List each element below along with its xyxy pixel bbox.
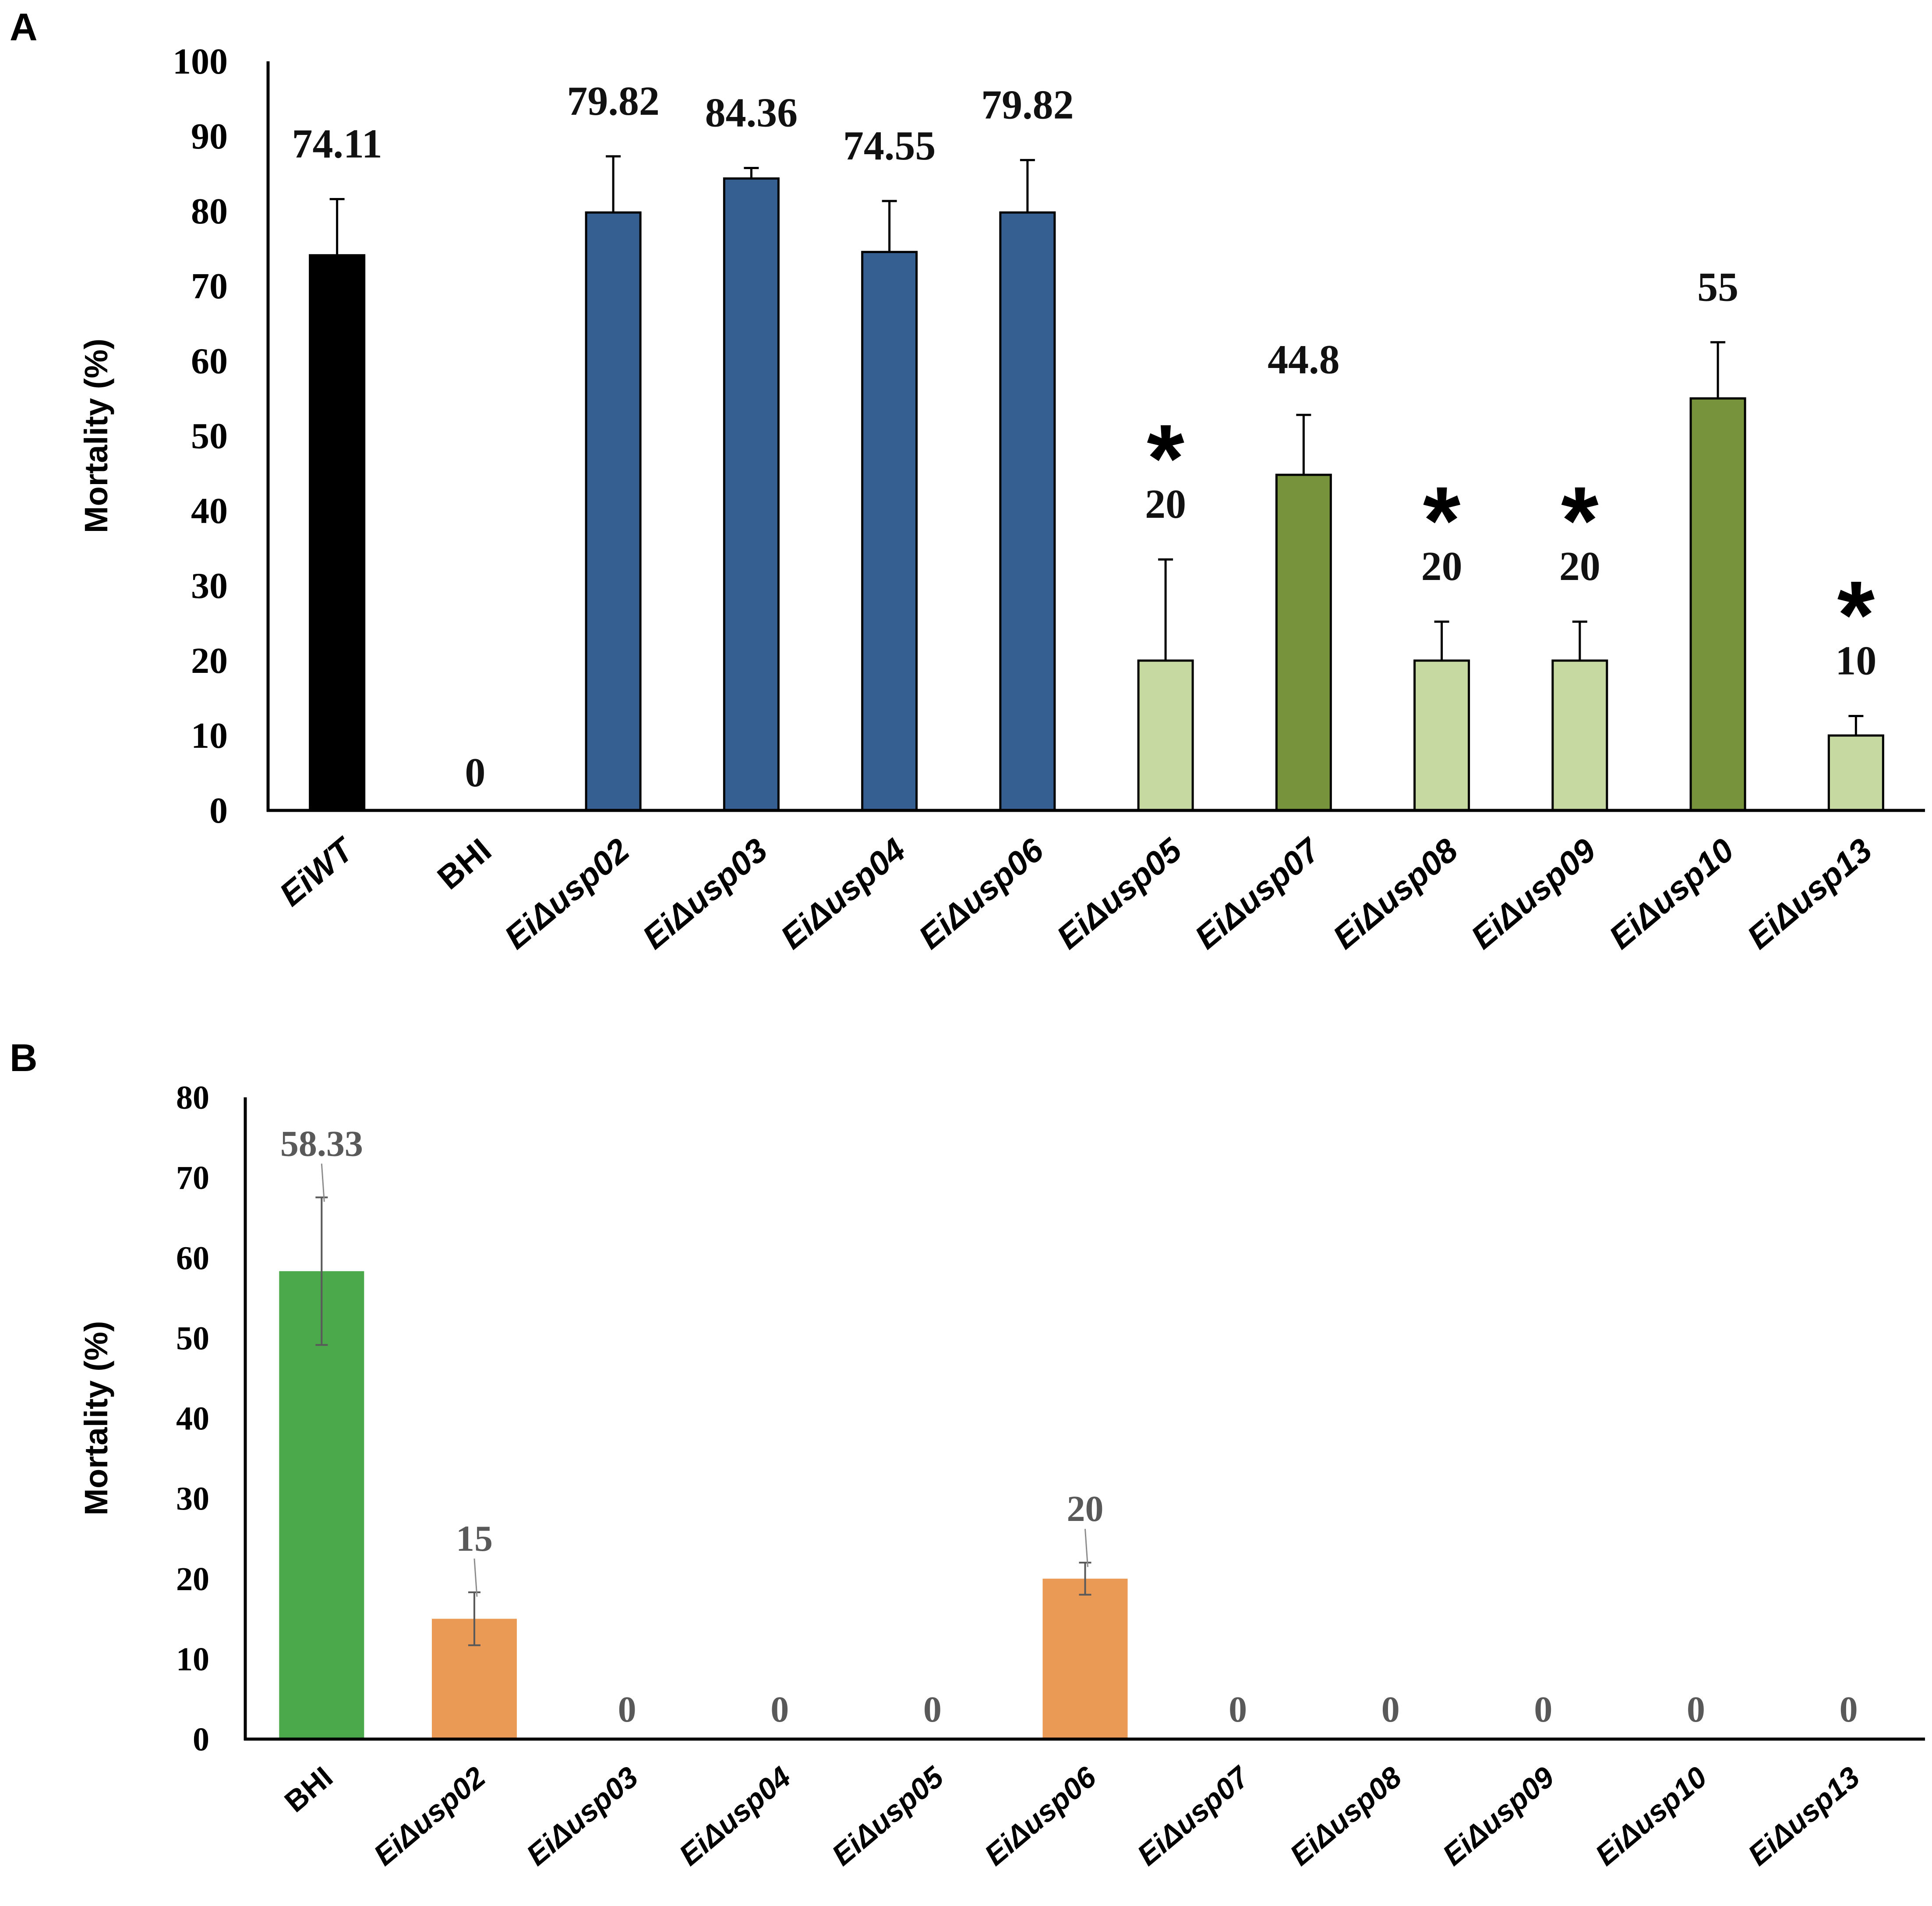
panel-b-letter: B xyxy=(10,1036,38,1079)
data-label: 84.36 xyxy=(705,90,798,136)
data-label: 79.82 xyxy=(981,82,1074,127)
y-tick-label: 30 xyxy=(191,566,228,606)
y-tick-label: 0 xyxy=(209,790,228,831)
x-tick-label: EiΔusp03 xyxy=(636,831,774,956)
bar xyxy=(1042,1578,1128,1739)
x-tick-label: BHI xyxy=(278,1760,339,1818)
x-tick-label: EiΔusp04 xyxy=(774,831,913,956)
x-tick-label: EiΔusp07 xyxy=(1131,1759,1256,1872)
y-tick-label: 40 xyxy=(176,1400,209,1437)
data-label: 15 xyxy=(456,1518,493,1559)
data-label: 74.55 xyxy=(843,123,936,169)
y-tick-label: 60 xyxy=(191,341,228,382)
x-tick-label: EiΔusp04 xyxy=(673,1760,797,1872)
y-tick-label: 20 xyxy=(191,640,228,681)
leader-line xyxy=(473,1558,478,1597)
y-axis-title: Mortality (%) xyxy=(78,339,114,533)
x-tick-label: EiΔusp06 xyxy=(912,831,1051,956)
x-tick-label: EiΔusp02 xyxy=(498,831,636,956)
x-tick-label: EiΔusp08 xyxy=(1326,831,1466,956)
bar xyxy=(1689,397,1746,812)
y-axis-title: Mortality (%) xyxy=(78,1321,114,1516)
x-tick-label: EiΔusp09 xyxy=(1464,831,1603,956)
data-label: 20 xyxy=(1067,1489,1104,1529)
panel-a-chart: Mortality (%)010203040506070809010074.11… xyxy=(78,41,1925,956)
x-tick-label: EiΔusp07 xyxy=(1188,831,1328,957)
x-tick-label: EiΔusp08 xyxy=(1284,1760,1408,1872)
significance-star: * xyxy=(1423,467,1461,574)
x-tick-label: EiΔusp09 xyxy=(1436,1760,1561,1872)
y-tick-label: 40 xyxy=(191,491,228,531)
data-label: 0 xyxy=(923,1689,942,1730)
x-tick-label: BHI xyxy=(431,831,498,897)
bar xyxy=(1275,474,1332,812)
bar xyxy=(279,1271,364,1739)
data-label: 79.82 xyxy=(567,78,660,124)
y-tick-label: 30 xyxy=(176,1481,209,1517)
bar xyxy=(309,254,366,812)
x-tick-label: EiΔusp05 xyxy=(826,1760,950,1872)
x-tick-label: EiΔusp13 xyxy=(1740,831,1879,956)
x-tick-label: EiWT xyxy=(272,830,362,913)
x-tick-label: EiΔusp03 xyxy=(520,1760,645,1872)
bar xyxy=(1551,659,1608,812)
bar xyxy=(1137,659,1194,812)
leader-line xyxy=(321,1163,325,1202)
x-tick-label: EiΔusp02 xyxy=(367,1760,492,1872)
data-label: 20 xyxy=(1421,544,1462,589)
data-label: 58.33 xyxy=(280,1123,363,1164)
data-label: 0 xyxy=(1687,1689,1705,1730)
leader-line xyxy=(1084,1529,1088,1567)
data-label: 0 xyxy=(1534,1689,1552,1730)
y-tick-label: 10 xyxy=(191,715,228,756)
y-tick-label: 70 xyxy=(176,1160,209,1196)
x-tick-label: EiΔusp06 xyxy=(978,1760,1103,1872)
x-tick-label: EiΔusp10 xyxy=(1602,831,1741,956)
panel-b-chart: Mortality (%) 0 10 20 30 40 50 60 70 80 58.33 BHI 15… xyxy=(78,1079,1925,1872)
y-tick-label: 50 xyxy=(191,416,228,456)
bar xyxy=(1413,659,1470,812)
data-label: 0 xyxy=(1840,1689,1858,1730)
y-tick-label: 60 xyxy=(176,1240,209,1277)
data-label: 0 xyxy=(1381,1689,1400,1730)
data-label: 44.8 xyxy=(1268,337,1340,382)
y-tick-label: 20 xyxy=(176,1561,209,1598)
x-tick-label: EiΔusp13 xyxy=(1742,1760,1866,1872)
y-tick-label: 50 xyxy=(176,1320,209,1357)
data-label: 20 xyxy=(1559,544,1600,589)
data-label: 0 xyxy=(618,1689,636,1730)
bar xyxy=(723,177,780,812)
y-tick-label: 80 xyxy=(176,1079,209,1116)
y-tick-label: 70 xyxy=(191,266,228,307)
bar xyxy=(861,251,918,812)
y-tick-label: 100 xyxy=(173,41,228,82)
panel-a-letter: A xyxy=(10,5,38,49)
bar xyxy=(999,211,1056,812)
data-label: 0 xyxy=(465,750,485,796)
data-label: 55 xyxy=(1697,264,1738,310)
significance-star: * xyxy=(1561,467,1599,574)
data-label: 74.11 xyxy=(292,121,382,166)
significance-star: * xyxy=(1147,404,1184,512)
data-label: 0 xyxy=(770,1689,789,1730)
data-label: 20 xyxy=(1145,481,1186,527)
y-tick-label: 80 xyxy=(191,191,228,232)
y-tick-label: 10 xyxy=(176,1641,209,1678)
data-label: 10 xyxy=(1835,638,1876,684)
significance-star: * xyxy=(1837,561,1875,669)
x-tick-label: EiΔusp10 xyxy=(1589,1760,1713,1872)
y-tick-label: 0 xyxy=(193,1721,209,1758)
bar xyxy=(585,211,642,812)
x-tick-label: EiΔusp05 xyxy=(1050,831,1189,956)
y-tick-label: 90 xyxy=(191,116,228,157)
data-label: 0 xyxy=(1229,1689,1247,1730)
bar xyxy=(1827,734,1884,812)
